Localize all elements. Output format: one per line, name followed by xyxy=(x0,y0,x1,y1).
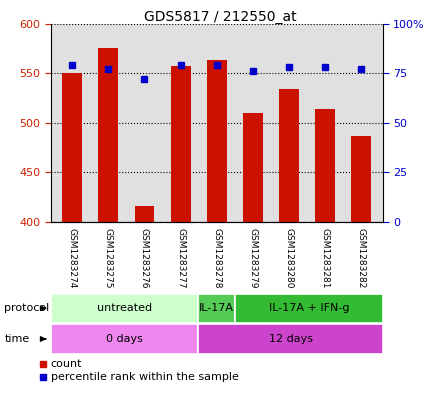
Text: GSM1283280: GSM1283280 xyxy=(284,228,293,289)
Text: IL-17A: IL-17A xyxy=(199,303,234,313)
Text: GSM1283279: GSM1283279 xyxy=(248,228,257,289)
Text: 0 days: 0 days xyxy=(106,334,143,344)
Text: GSM1283275: GSM1283275 xyxy=(104,228,113,289)
Bar xyxy=(135,206,154,222)
Bar xyxy=(279,89,299,222)
Bar xyxy=(51,324,198,354)
Text: percentile rank within the sample: percentile rank within the sample xyxy=(51,372,238,382)
Bar xyxy=(198,324,383,354)
Bar xyxy=(99,48,118,222)
Text: 12 days: 12 days xyxy=(268,334,312,344)
Text: untreated: untreated xyxy=(97,303,152,313)
Text: GSM1283274: GSM1283274 xyxy=(68,228,77,289)
Bar xyxy=(243,113,263,222)
Text: GSM1283276: GSM1283276 xyxy=(140,228,149,289)
Text: GSM1283278: GSM1283278 xyxy=(212,228,221,289)
Bar xyxy=(235,294,383,323)
Text: GSM1283277: GSM1283277 xyxy=(176,228,185,289)
Bar xyxy=(51,294,198,323)
Text: GSM1283282: GSM1283282 xyxy=(357,228,366,289)
Text: GDS5817 / 212550_at: GDS5817 / 212550_at xyxy=(144,10,296,24)
Bar xyxy=(207,60,227,222)
Text: IL-17A + IFN-g: IL-17A + IFN-g xyxy=(269,303,349,313)
Text: count: count xyxy=(51,358,82,369)
Bar xyxy=(198,294,235,323)
Bar xyxy=(171,66,191,222)
Text: GSM1283281: GSM1283281 xyxy=(320,228,330,289)
Text: time: time xyxy=(4,334,29,344)
Bar xyxy=(351,136,371,222)
Bar xyxy=(315,109,335,222)
Text: protocol: protocol xyxy=(4,303,50,313)
Bar xyxy=(62,73,82,222)
